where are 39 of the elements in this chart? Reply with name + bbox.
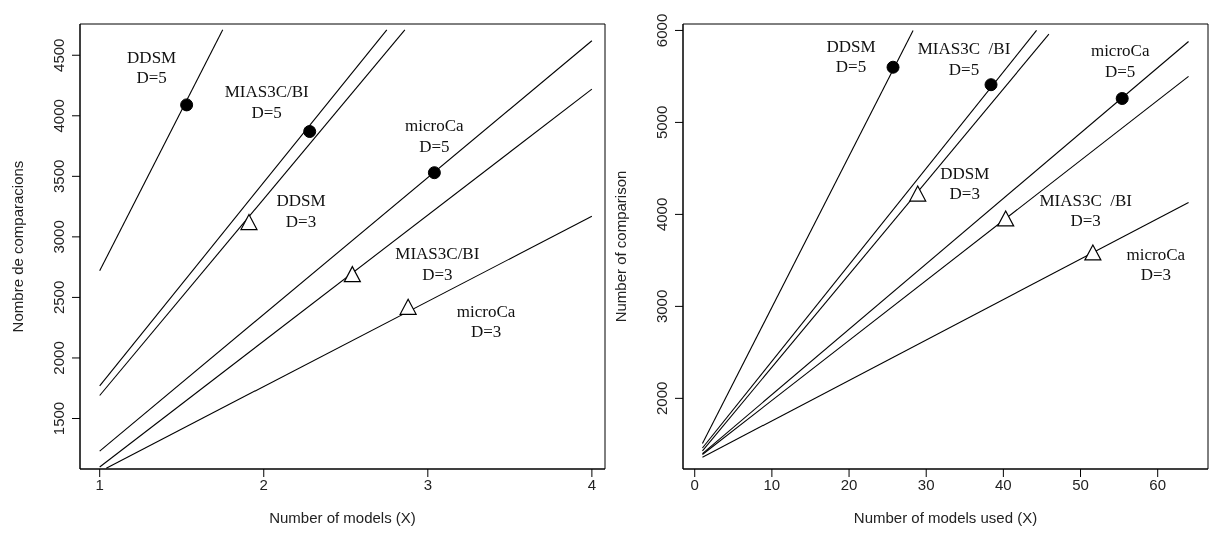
x-tick-label: 50	[1072, 475, 1089, 493]
x-tick-label: 30	[917, 475, 935, 493]
annotation: microCa D=5	[1090, 41, 1150, 81]
y-tick-label: 2500	[50, 280, 67, 315]
y-axis-title: Nombre de comparacions	[9, 160, 27, 333]
x-tick-label: 10	[763, 475, 781, 493]
x-axis-title: Number of models used (X)	[853, 509, 1038, 526]
y-tick-label: 1500	[50, 401, 67, 436]
annotation: microCa D=3	[1126, 244, 1186, 285]
y-tick-label: 4000	[50, 99, 67, 133]
x-tick-label: 3	[423, 475, 432, 493]
annotation: DDSM D=5	[826, 36, 876, 77]
y-tick-label: 3000	[50, 220, 67, 254]
y-tick-label: 3000	[653, 289, 670, 324]
x-tick-label: 20	[840, 475, 858, 493]
annotation: DDSM D=5	[127, 47, 177, 88]
annotation: MIAS3C/BI D=3	[395, 244, 480, 284]
y-tick-label: 6000	[653, 13, 670, 48]
annotation: MIAS3C /BI D=5	[917, 39, 1011, 79]
y-axis-title: Number of comparison	[612, 170, 630, 323]
x-tick-label: 60	[1149, 475, 1167, 493]
y-tick-label: 3500	[50, 159, 67, 194]
y-tick-label: 4000	[653, 197, 670, 232]
annotation: MIAS3C /BI D=3	[1039, 190, 1133, 231]
x-tick-label: 40	[995, 475, 1012, 493]
x-axis-title: Number of models (X)	[269, 509, 416, 526]
y-tick-label: 5000	[653, 105, 670, 140]
y-tick-label: 2000	[653, 381, 670, 416]
x-tick-label: 0	[690, 475, 699, 493]
annotation: DDSM D=3	[940, 163, 990, 204]
y-tick-label: 2000	[50, 341, 67, 375]
annotation: microCa D=5	[405, 116, 465, 156]
x-tick-label: 1	[95, 475, 104, 493]
x-tick-label: 4	[587, 475, 597, 493]
annotation: microCa D=3	[456, 302, 516, 342]
annotation: DDSM D=3	[276, 191, 326, 231]
y-tick-label: 4500	[50, 38, 67, 72]
annotation: MIAS3C/BI D=5	[224, 82, 310, 122]
x-tick-label: 2	[259, 475, 268, 493]
